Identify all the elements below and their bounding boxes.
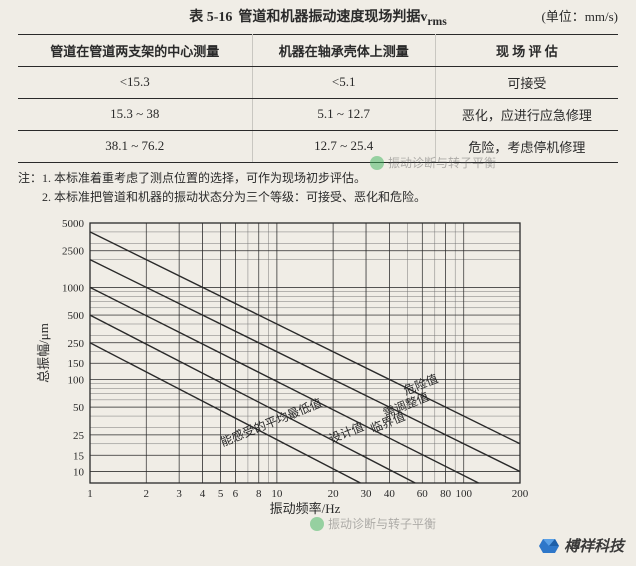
- svg-text:6: 6: [233, 488, 239, 500]
- table-header: 现 场 评 估: [435, 34, 618, 66]
- table-cell: 可接受: [435, 66, 618, 98]
- table-cell: 38.1 ~ 76.2: [18, 130, 252, 162]
- svg-text:100: 100: [68, 375, 85, 387]
- svg-text:2500: 2500: [62, 246, 85, 258]
- wechat-icon: [310, 517, 324, 531]
- svg-text:2: 2: [144, 488, 150, 500]
- svg-text:50: 50: [73, 402, 85, 414]
- svg-text:8: 8: [256, 488, 262, 500]
- table-cell: <5.1: [252, 66, 435, 98]
- watermark-2: 振动诊断与转子平衡: [310, 515, 436, 532]
- table-row: <15.3<5.1可接受: [18, 66, 618, 98]
- svg-text:振动频率/Hz: 振动频率/Hz: [270, 501, 341, 516]
- svg-text:5: 5: [218, 488, 224, 500]
- svg-text:200: 200: [512, 488, 529, 500]
- note-prefix: 注：: [18, 169, 42, 188]
- notes-block: 注：1. 本标准着重考虑了测点位置的选择，可作为现场初步评估。 2. 本标准把管…: [18, 169, 618, 207]
- svg-text:15: 15: [73, 450, 85, 462]
- watermark-1: 振动诊断与转子平衡: [370, 154, 496, 171]
- brand-text: 榑祥科技: [564, 535, 624, 556]
- table-caption: 管道和机器振动速度现场判据vrms: [238, 6, 446, 28]
- table-header: 机器在轴承壳体上测量: [252, 34, 435, 66]
- svg-text:1000: 1000: [62, 283, 85, 295]
- svg-text:250: 250: [68, 338, 85, 350]
- wechat-icon: [370, 156, 384, 170]
- table-unit: (单位：mm/s): [541, 6, 618, 25]
- table-cell: 恶化，应进行应急修理: [435, 98, 618, 130]
- brand-logo-icon: [538, 536, 560, 556]
- brand-badge: 榑祥科技: [538, 535, 624, 556]
- table-row: 15.3 ~ 385.1 ~ 12.7恶化，应进行应急修理: [18, 98, 618, 130]
- svg-text:5000: 5000: [62, 218, 85, 230]
- svg-text:10: 10: [271, 488, 283, 500]
- svg-text:30: 30: [361, 488, 373, 500]
- svg-text:40: 40: [384, 488, 396, 500]
- table-number: 表 5-16: [189, 6, 232, 26]
- svg-text:100: 100: [455, 488, 472, 500]
- table-cell: 5.1 ~ 12.7: [252, 98, 435, 130]
- svg-text:25: 25: [73, 430, 85, 442]
- note-1: 1. 本标准着重考虑了测点位置的选择，可作为现场初步评估。: [42, 171, 366, 185]
- criteria-table: 管道在管道两支架的中心测量机器在轴承壳体上测量现 场 评 估 <15.3<5.1…: [18, 34, 618, 163]
- svg-text:10: 10: [73, 467, 85, 479]
- table-cell: <15.3: [18, 66, 252, 98]
- svg-text:设计值: 设计值: [327, 419, 366, 446]
- vibration-chart: 危险值需调整值临界值设计值能感受的平均最低值123456810203040608…: [32, 215, 552, 525]
- table-header: 管道在管道两支架的中心测量: [18, 34, 252, 66]
- note-2: 2. 本标准把管道和机器的振动状态分为三个等级：可接受、恶化和危险。: [42, 190, 426, 204]
- svg-text:3: 3: [176, 488, 182, 500]
- svg-text:能感受的平均最低值: 能感受的平均最低值: [218, 395, 324, 449]
- table-row: 38.1 ~ 76.212.7 ~ 25.4危险，考虑停机修理: [18, 130, 618, 162]
- table-cell: 15.3 ~ 38: [18, 98, 252, 130]
- svg-text:总振幅/μm: 总振幅/μm: [36, 323, 51, 383]
- svg-text:20: 20: [328, 488, 340, 500]
- svg-text:500: 500: [68, 310, 85, 322]
- svg-text:60: 60: [417, 488, 429, 500]
- svg-text:4: 4: [200, 488, 206, 500]
- svg-text:150: 150: [68, 358, 85, 370]
- table-title: 表 5-16 管道和机器振动速度现场判据vrms (单位：mm/s): [18, 6, 618, 28]
- svg-text:80: 80: [440, 488, 452, 500]
- svg-text:1: 1: [87, 488, 93, 500]
